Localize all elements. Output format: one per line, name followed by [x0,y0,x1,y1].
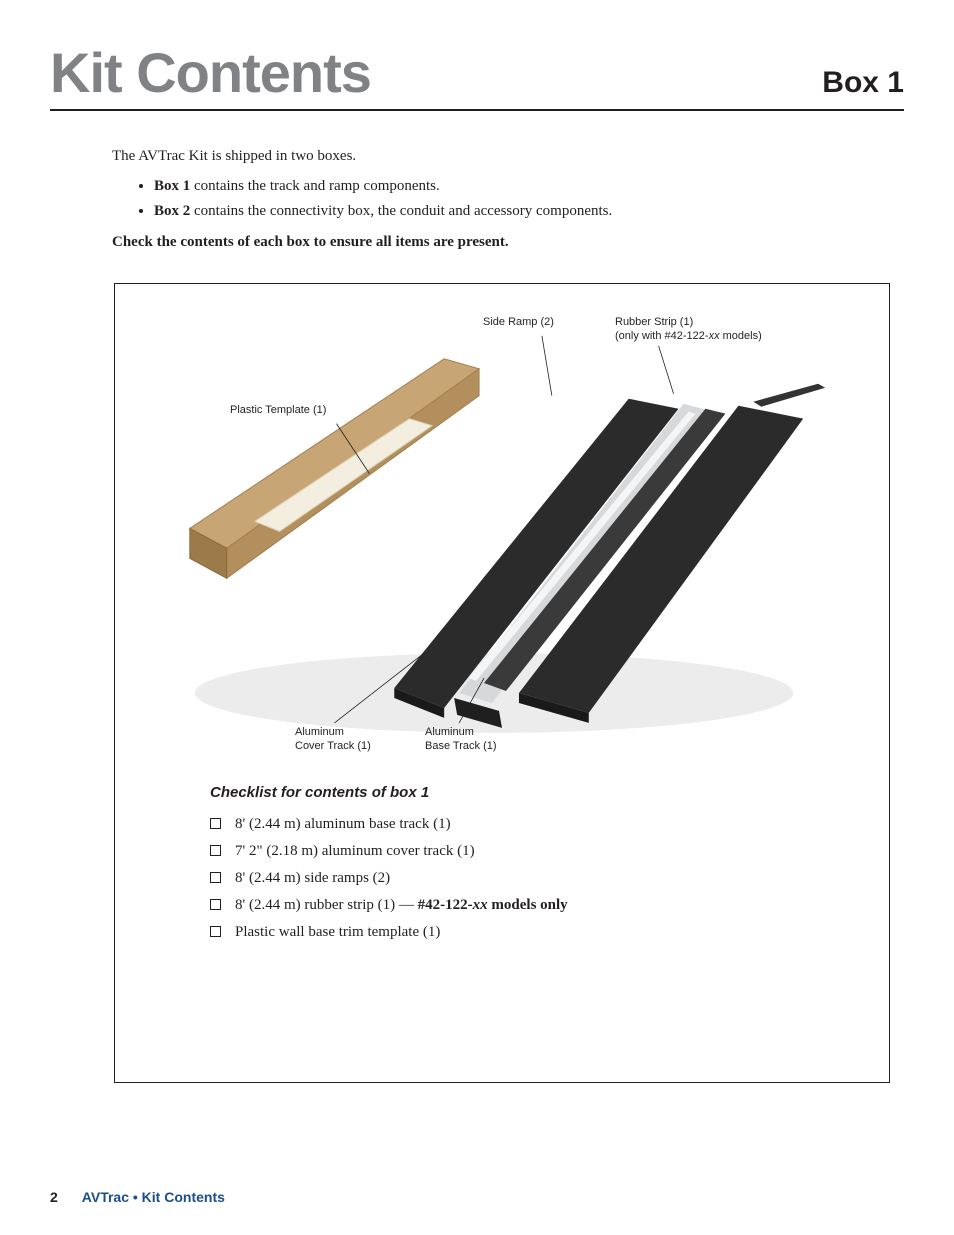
label-side-ramp: Side Ramp (2) [483,316,554,330]
checklist-item: 8' (2.44 m) side ramps (2) [210,865,829,892]
page-title: Kit Contents [50,40,371,105]
page-number: 2 [50,1189,58,1205]
checkbox-icon [210,872,221,883]
checkbox-icon [210,926,221,937]
intro-bullet: Box 1 contains the track and ramp compon… [154,174,864,200]
label-plastic-template: Plastic Template (1) [230,404,326,418]
label-aluminum-cover: Aluminum Cover Track (1) [295,726,371,754]
content-box: Side Ramp (2) Rubber Strip (1) (only wit… [114,283,890,1083]
checkbox-icon [210,818,221,829]
checklist: Checklist for contents of box 1 8' (2.44… [210,784,829,946]
checklist-item: 7' 2" (2.18 m) aluminum cover track (1) [210,838,829,865]
label-aluminum-base: Aluminum Base Track (1) [425,726,497,754]
intro-block: The AVTrac Kit is shipped in two boxes. … [112,145,864,253]
footer-text: AVTrac • Kit Contents [82,1189,225,1205]
checkbox-icon [210,899,221,910]
checklist-item: 8' (2.44 m) rubber strip (1) — #42-122-x… [210,892,829,919]
checklist-item: Plastic wall base trim template (1) [210,919,829,946]
checklist-title: Checklist for contents of box 1 [210,784,829,801]
intro-bullets: Box 1 contains the track and ramp compon… [140,174,864,225]
checkbox-icon [210,845,221,856]
page-footer: 2 AVTrac • Kit Contents [50,1189,225,1205]
page-header: Kit Contents Box 1 [50,40,904,111]
intro-bullet: Box 2 contains the connectivity box, the… [154,199,864,225]
intro-line: The AVTrac Kit is shipped in two boxes. [112,145,864,168]
checklist-item: 8' (2.44 m) aluminum base track (1) [210,811,829,838]
page-subtitle: Box 1 [822,66,904,100]
intro-check-line: Check the contents of each box to ensure… [112,231,864,254]
label-rubber-strip: Rubber Strip (1) (only with #42-122-xx m… [615,316,762,344]
